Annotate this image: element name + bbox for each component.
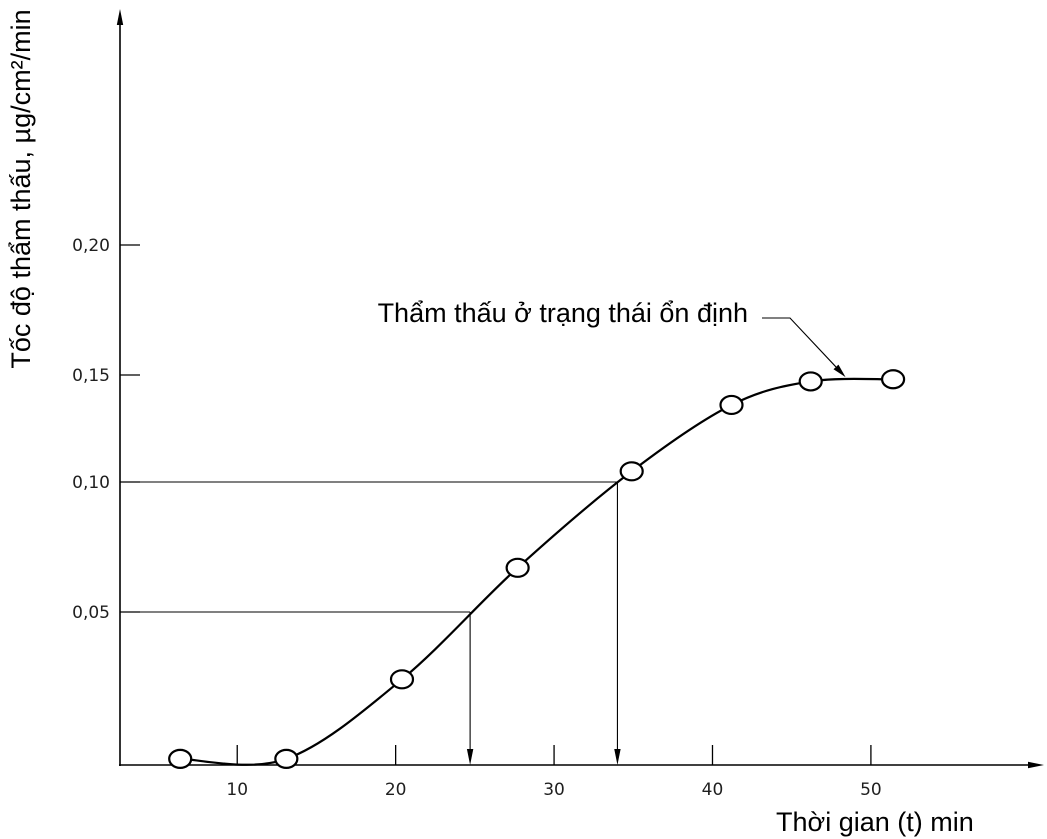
data-point <box>719 394 744 416</box>
data-point <box>389 669 415 690</box>
annotation-arrowhead <box>833 364 846 378</box>
y-axis-label: Tốc độ thẩm thấu, µg/cm²/min <box>6 9 36 368</box>
data-point <box>798 371 823 392</box>
data-point <box>619 461 644 482</box>
y-tick-label: 0,20 <box>72 236 110 256</box>
annotation: Thẩm thấu ở trạng thái ổn định <box>378 298 846 378</box>
guide-arrowhead <box>466 749 474 765</box>
x-tick-label: 50 <box>860 780 882 800</box>
annotation-leader-line <box>762 317 837 368</box>
x-axis-label: Thời gian (t) min <box>776 807 974 837</box>
x-axis-arrowhead <box>1028 761 1044 769</box>
data-point <box>168 748 193 769</box>
x-axis-ticks: 10 20 30 40 50 <box>226 745 882 800</box>
axes <box>116 9 1044 769</box>
y-tick-label: 0,05 <box>72 603 110 623</box>
y-tick-label: 0,10 <box>72 473 110 493</box>
series-group <box>168 369 906 769</box>
x-tick-label: 20 <box>385 780 407 800</box>
y-axis-arrowhead <box>116 9 124 25</box>
x-tick-label: 40 <box>702 780 724 800</box>
x-tick-label: 10 <box>226 780 248 800</box>
annotation-label: Thẩm thấu ở trạng thái ổn định <box>378 298 748 328</box>
x-tick-label: 30 <box>543 780 565 800</box>
series-line <box>179 377 895 766</box>
y-tick-label: 0,15 <box>72 366 110 386</box>
data-point <box>505 557 530 578</box>
data-point <box>274 748 299 769</box>
data-point <box>880 369 906 390</box>
guide-arrowhead <box>614 749 621 765</box>
y-axis-ticks: 0,05 0,10 0,15 0,20 <box>72 236 140 623</box>
reference-guides <box>120 481 621 765</box>
